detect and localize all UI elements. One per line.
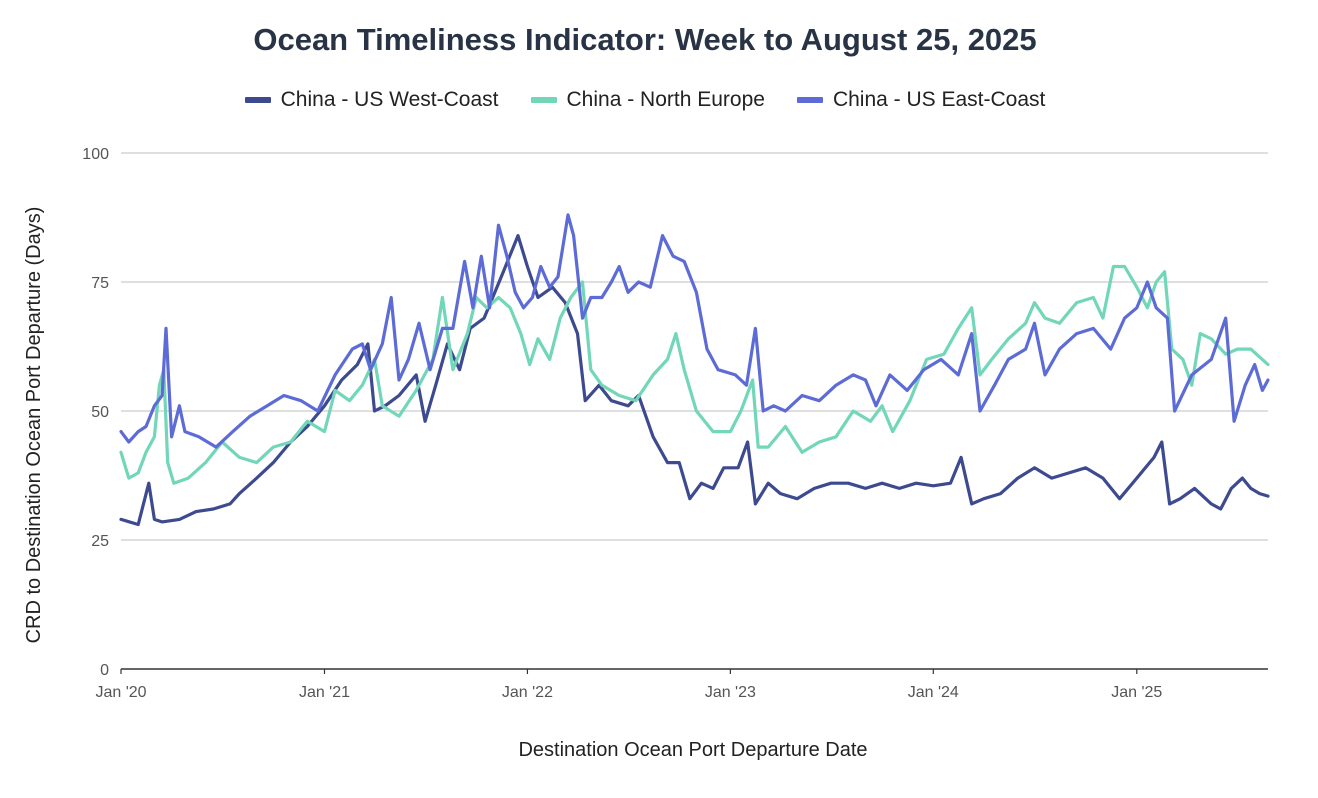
legend-item-north-europe[interactable]: China - North Europe — [530, 88, 765, 112]
series-line-north-europe — [119, 264, 1270, 485]
axes: 0 25 50 75 100 Jan '20 Jan '21 Jan '22 Jan '23 Ja… — [82, 146, 1268, 701]
x-tick-label-4: Jan '24 — [908, 684, 959, 701]
legend-swatch-us-west-coast — [244, 97, 271, 103]
x-tick-label-1: Jan '21 — [299, 684, 350, 701]
x-tick-label-5: Jan '25 — [1111, 684, 1162, 701]
series-lines — [119, 213, 1270, 527]
gridlines — [121, 152, 1268, 541]
y-tick-label-0: 0 — [100, 662, 109, 679]
y-tick-label-50: 50 — [91, 404, 109, 421]
legend: China - US West-Coast China - North Euro… — [0, 88, 1290, 112]
y-axis-title: CRD to Destination Ocean Port Departure … — [23, 207, 45, 644]
x-tick-label-3: Jan '23 — [705, 684, 756, 701]
series-line-us-east-coast — [119, 213, 1270, 449]
legend-item-us-east-coast[interactable]: China - US East-Coast — [796, 88, 1046, 112]
chart-title: Ocean Timeliness Indicator: Week to Augu… — [253, 22, 1037, 57]
x-axis-title: Destination Ocean Port Departure Date — [518, 739, 867, 761]
series-line-us-west-coast — [119, 234, 1270, 527]
legend-label-north-europe: China - North Europe — [566, 88, 765, 111]
legend-item-us-west-coast[interactable]: China - US West-Coast — [244, 88, 499, 112]
x-tick-label-2: Jan '22 — [502, 684, 553, 701]
y-tick-label-25: 25 — [91, 533, 109, 550]
legend-swatch-us-east-coast — [796, 97, 823, 103]
y-tick-label-75: 75 — [91, 275, 109, 292]
legend-label-us-east-coast: China - US East-Coast — [832, 88, 1046, 111]
y-tick-label-100: 100 — [82, 146, 109, 163]
x-tick-label-0: Jan '20 — [95, 684, 146, 701]
legend-swatch-north-europe — [530, 97, 557, 103]
legend-label-us-west-coast: China - US West-Coast — [280, 88, 499, 111]
